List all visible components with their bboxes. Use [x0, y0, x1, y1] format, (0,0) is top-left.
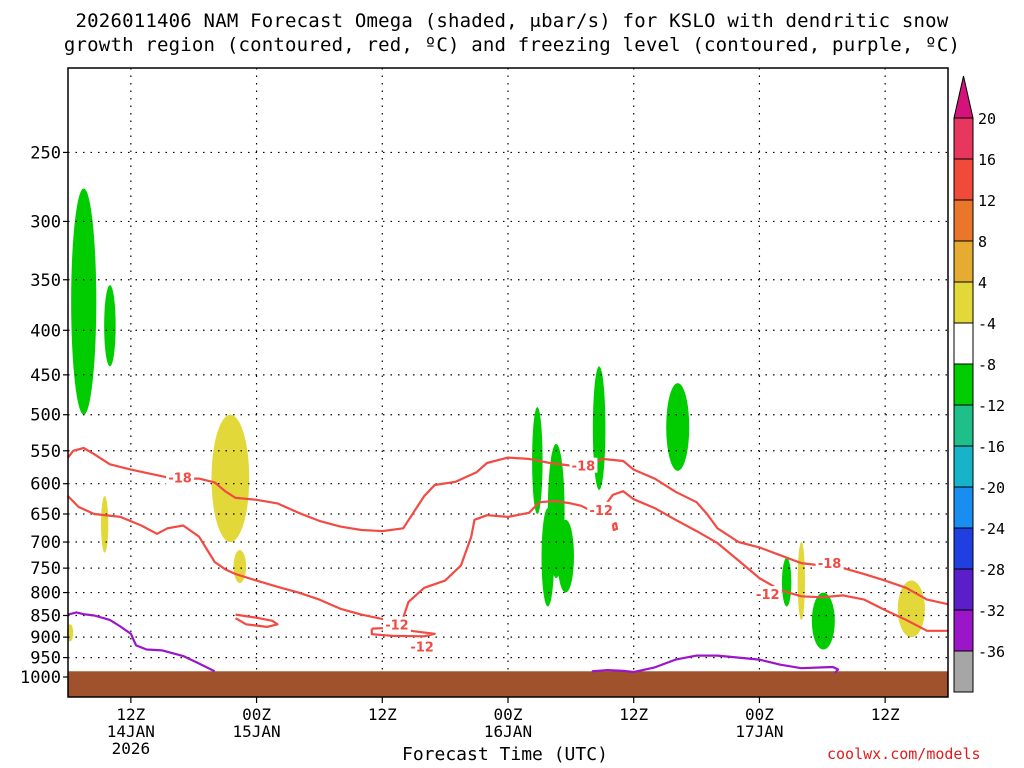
- x-axis-title: Forecast Time (UTC): [402, 744, 608, 765]
- colorbar-label: -8: [978, 356, 996, 374]
- contour-label-bg: [587, 501, 616, 517]
- x-tick-label: 12Z: [871, 705, 900, 724]
- colorbar-label: 12: [978, 192, 996, 210]
- contour-label: -12: [756, 588, 780, 603]
- x-tick-label: 15JAN: [232, 722, 280, 741]
- omega-region-7: [666, 383, 690, 471]
- x-tick-label: 00Z: [494, 705, 523, 724]
- x-tick-label: 00Z: [745, 705, 774, 724]
- chart-title-line-2: growth region (contoured, red, ºC) and f…: [63, 34, 961, 56]
- omega-region-13: [233, 550, 247, 583]
- omega-region-11: [101, 496, 109, 553]
- colorbar-swatch: [953, 240, 974, 283]
- colorbar-label: -28: [978, 561, 1005, 579]
- colorbar-swatch: [953, 117, 974, 160]
- x-tick-label: 00Z: [242, 705, 271, 724]
- y-tick-label: 300: [30, 212, 61, 232]
- x-tick-label: 17JAN: [735, 722, 783, 741]
- omega-region-5: [557, 519, 574, 593]
- colorbar-swatch: [953, 445, 974, 488]
- contour-label: -18: [818, 557, 842, 572]
- colorbar-top-arrow: [953, 75, 974, 119]
- y-tick-label: 750: [30, 559, 61, 579]
- colorbar-label: -12: [978, 397, 1005, 415]
- colorbar-swatch: [953, 363, 974, 406]
- contour-label-bg: [408, 638, 437, 654]
- colorbar-swatch: [953, 568, 974, 611]
- colorbar-swatch: [953, 650, 974, 693]
- y-tick-label: 600: [30, 475, 61, 495]
- colorbar-swatch: [953, 199, 974, 242]
- y-tick-label: 350: [30, 271, 61, 291]
- colorbar-swatch: [953, 322, 974, 365]
- terrain: [68, 671, 948, 697]
- contour-line-5: [67, 611, 216, 673]
- omega-region-8: [781, 557, 792, 607]
- contour-line-6: [591, 654, 840, 674]
- colorbar-label: -20: [978, 479, 1005, 497]
- contour-label-bg: [382, 616, 411, 632]
- contour-label: -18: [572, 460, 596, 475]
- y-tick-label: 650: [30, 505, 61, 525]
- omega-region-9: [811, 592, 835, 650]
- y-tick-label: 950: [30, 649, 61, 669]
- colorbar-label: -4: [978, 315, 996, 333]
- contour-label: -12: [385, 619, 409, 634]
- contour-label: -12: [410, 641, 434, 656]
- contour-label: -18: [168, 471, 192, 486]
- x-tick-label: 12Z: [619, 705, 648, 724]
- colorbar-swatch: [953, 527, 974, 570]
- colorbar-swatch: [953, 486, 974, 529]
- colorbar-label: -36: [978, 643, 1005, 661]
- colorbar-label: 4: [978, 274, 987, 292]
- y-tick-label: 900: [30, 628, 61, 648]
- contour-line-0: [67, 446, 949, 606]
- credit-text: coolwx.com/models: [827, 745, 981, 763]
- contour-label-bg: [815, 555, 844, 571]
- y-tick-label: 800: [30, 584, 61, 604]
- colorbar-label: -32: [978, 602, 1005, 620]
- colorbar-label: 20: [978, 110, 996, 128]
- y-tick-label: 1000: [20, 668, 61, 688]
- contour-label-bg: [166, 469, 195, 485]
- contour-label-bg: [753, 585, 782, 601]
- x-tick-label: 14JAN: [107, 722, 155, 741]
- y-tick-label: 700: [30, 533, 61, 553]
- colorbar-swatch: [953, 158, 974, 201]
- omega-region-0: [71, 188, 97, 415]
- omega-region-12: [211, 414, 250, 543]
- contour-line-1: [67, 490, 948, 632]
- colorbar-label: 16: [978, 151, 996, 169]
- colorbar-swatch: [953, 281, 974, 324]
- y-tick-label: 400: [30, 321, 61, 341]
- omega-region-1: [104, 285, 116, 367]
- x-tick-label: 12Z: [368, 705, 397, 724]
- omega-region-4: [541, 508, 555, 607]
- colorbar-label: -16: [978, 438, 1005, 456]
- y-tick-label: 850: [30, 607, 61, 627]
- y-tick-label: 500: [30, 406, 61, 426]
- x-tick-label: 12Z: [116, 705, 145, 724]
- plot-frame: [67, 67, 949, 698]
- colorbar-label: -24: [978, 520, 1005, 538]
- contour-line-2: [235, 613, 279, 628]
- x-tick-label: 16JAN: [484, 722, 532, 741]
- chart-title-line-1: 2026011406 NAM Forecast Omega (shaded, μ…: [75, 10, 949, 32]
- x-tick-label: 2026: [112, 739, 151, 758]
- colorbar-swatch: [953, 404, 974, 447]
- colorbar-label: 8: [978, 233, 987, 251]
- y-tick-label: 250: [30, 143, 61, 163]
- contour-label-bg: [569, 457, 598, 473]
- contour-label: -12: [589, 504, 613, 519]
- omega-region-14: [797, 542, 805, 620]
- y-tick-label: 450: [30, 366, 61, 386]
- y-tick-label: 550: [30, 442, 61, 462]
- contour-line-4: [611, 522, 619, 532]
- colorbar-swatch: [953, 609, 974, 652]
